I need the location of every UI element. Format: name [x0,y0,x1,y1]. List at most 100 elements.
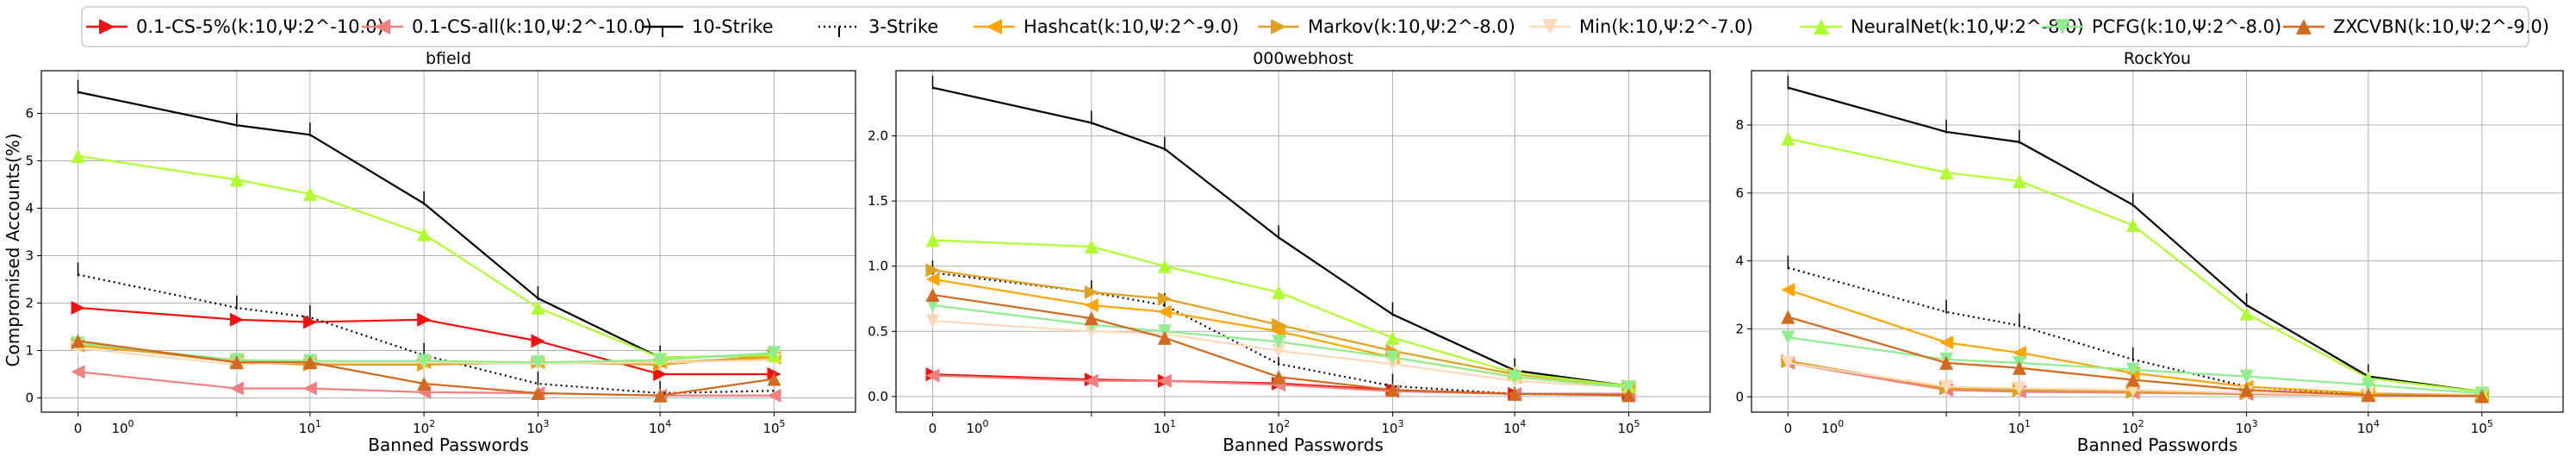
data-point [1272,285,1286,299]
data-point [302,187,317,201]
series-line-neural [78,154,775,359]
data-point [229,312,244,327]
data-point [2012,381,2026,396]
y-tick-label: 2 [25,296,34,311]
axes-frame [1751,70,2564,413]
y-tick-label: 8 [1735,117,1744,133]
y-tick-label: 1.0 [868,259,888,274]
legend-marker-cs5 [99,19,115,34]
legend-item-zxcvbn: ZXCVBN(k:10,Ψ:2^-9.0) [2283,16,2549,37]
x-tick-label: 101 [2008,418,2031,436]
x-tick-label: 0 [929,421,937,436]
y-tick-label: 3 [25,248,34,264]
legend-marker-hashcat [986,19,1002,34]
data-point [1157,330,1172,345]
legend-marker-neural [1814,19,1829,34]
data-point [229,381,244,396]
data-point [1084,240,1098,254]
legend-label-zxcvbn: ZXCVBN(k:10,Ψ:2^-9.0) [2333,16,2549,37]
x-tick-label: 102 [413,418,435,436]
legend-marker-markov [1271,19,1286,34]
data-point [1272,343,1286,358]
panel-title: 000webhost [1253,49,1353,68]
legend-marker-min [1542,19,1558,34]
data-point [1939,166,1954,180]
panel-1: 0.0 0.5 1.0 1.5 2.0 0 100 101 102 103 104 105 000web… [868,49,1711,455]
legend-label-hashcat: Hashcat(k:10,Ψ:2^-9.0) [1024,16,1239,37]
legend-item-s10: 10-Strike [642,16,774,37]
x-tick-label: 104 [2357,418,2380,436]
x-axis-label: Banned Passwords [2077,435,2238,455]
y-tick-label: 1 [25,343,34,359]
series-zxcvbn [71,334,781,403]
legend-label-csall: 0.1-CS-all(k:10,Ψ:2^-10.0) [412,16,652,37]
data-point [1084,373,1098,388]
data-point [531,386,545,400]
legend-marker-csall [375,19,390,34]
data-point [1385,383,1400,397]
legend-marker-zxcvbn [2296,19,2312,34]
data-point [417,312,432,327]
x-tick-label: 105 [1617,418,1640,436]
data-point [229,355,244,370]
x-tick-label: 100 [111,418,134,436]
data-point [2125,362,2140,377]
series-cs5 [71,301,781,381]
data-point [1272,335,1286,349]
legend-item-s3: 3-Strike [818,16,938,37]
data-point [2239,369,2254,384]
data-point [925,298,940,313]
series-zxcvbn [1781,310,2489,404]
panel-2: 0 2 4 6 8 0 100 101 102 103 104 105 RockYou Banned Pa… [1735,49,2564,455]
x-tick-label: 101 [1154,418,1176,436]
data-point [1272,324,1286,339]
data-point [1157,259,1172,273]
series-line-s10 [1788,86,2482,393]
legend-item-csall: 0.1-CS-all(k:10,Ψ:2^-10.0) [362,16,652,37]
data-point [531,334,545,348]
data-point [229,172,244,187]
series-line-s3 [78,273,775,395]
data-point [1385,330,1400,345]
data-point [417,354,432,368]
data-point [653,388,668,403]
legend-frame [81,6,2529,47]
x-axis-label: Banned Passwords [1223,435,1384,455]
y-tick-label: 1.5 [868,193,888,209]
data-point [1621,388,1636,403]
x-tick-label: 104 [649,418,671,436]
x-tick-label: 104 [1503,418,1526,436]
data-point [2361,388,2375,403]
data-point [302,381,317,396]
y-tick-label: 6 [25,106,34,122]
data-point [925,272,940,286]
panel-0: 0 1 2 3 4 5 6 0 100 101 102 103 104 105 bfield Banned P… [25,49,856,455]
x-tick-label: 102 [1267,418,1290,436]
y-tick-label: 0.5 [868,323,888,339]
series-csall [925,368,1636,401]
panel-title: RockYou [2124,49,2191,68]
data-point [767,372,781,386]
y-tick-label: 4 [25,201,34,216]
x-tick-label: 0 [1784,421,1793,436]
data-point [1781,131,1795,146]
y-tick-label: 0 [1735,389,1744,404]
data-point [1157,304,1172,319]
data-point [1621,380,1636,395]
series-neural [1781,131,2489,399]
data-point [1157,291,1172,306]
legend-label-min: Min(k:10,Ψ:2^-7.0) [1579,16,1753,37]
data-point [1385,350,1400,365]
data-point [1272,370,1286,385]
data-point [1084,285,1098,299]
data-point [925,368,940,383]
y-axis-label: Compromised Accounts(%) [3,134,23,367]
data-point [925,263,940,278]
legend: 0.1-CS-5%(k:10,Ψ:2^-10.0) 0.1-CS-all(k:10… [81,6,2549,47]
data-point [531,301,545,315]
data-point [1939,379,1954,394]
data-point [767,388,781,403]
y-tick-label: 5 [25,153,34,169]
data-point [531,355,545,370]
x-tick-label: 103 [526,418,549,436]
